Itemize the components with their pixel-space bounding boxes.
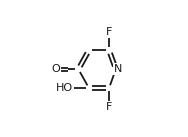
Text: N: N (114, 64, 122, 74)
Text: F: F (106, 27, 112, 37)
Text: F: F (106, 102, 112, 112)
Text: O: O (51, 64, 60, 74)
Text: HO: HO (56, 83, 73, 93)
